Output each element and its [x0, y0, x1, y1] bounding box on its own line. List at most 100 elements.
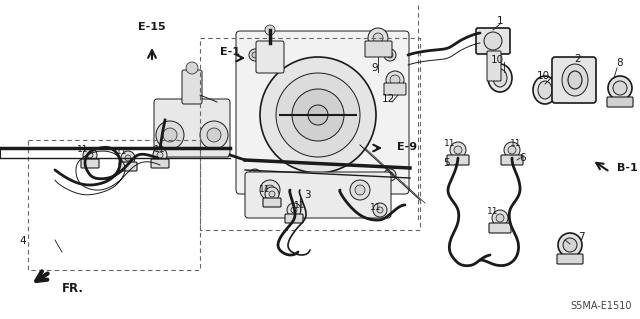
Circle shape: [163, 128, 177, 142]
Text: 11: 11: [154, 145, 166, 153]
Text: 11: 11: [510, 138, 522, 147]
Circle shape: [450, 142, 466, 158]
Circle shape: [613, 81, 627, 95]
Text: 11: 11: [77, 145, 89, 153]
Text: 6: 6: [520, 153, 526, 163]
FancyBboxPatch shape: [384, 83, 406, 95]
FancyBboxPatch shape: [501, 155, 523, 165]
Ellipse shape: [488, 64, 512, 92]
Circle shape: [265, 187, 279, 201]
Circle shape: [387, 172, 393, 178]
FancyBboxPatch shape: [607, 97, 633, 107]
Circle shape: [373, 33, 383, 43]
Text: 9: 9: [372, 63, 378, 73]
Text: 10: 10: [536, 71, 550, 81]
Text: 10: 10: [490, 55, 504, 65]
Circle shape: [308, 105, 328, 125]
Circle shape: [508, 146, 516, 154]
Circle shape: [373, 203, 387, 217]
Circle shape: [355, 185, 365, 195]
Text: 12: 12: [381, 94, 395, 104]
Circle shape: [87, 152, 93, 158]
Circle shape: [377, 207, 383, 213]
Circle shape: [558, 233, 582, 257]
Circle shape: [368, 28, 388, 48]
FancyBboxPatch shape: [489, 223, 511, 233]
Circle shape: [207, 128, 221, 142]
Ellipse shape: [493, 69, 507, 87]
Circle shape: [291, 207, 297, 213]
Circle shape: [492, 210, 508, 226]
FancyBboxPatch shape: [151, 159, 169, 168]
Circle shape: [249, 169, 261, 181]
Circle shape: [387, 52, 393, 58]
Text: B-1: B-1: [617, 163, 637, 173]
Circle shape: [386, 71, 404, 89]
Circle shape: [390, 75, 400, 85]
FancyBboxPatch shape: [119, 162, 137, 171]
Circle shape: [384, 49, 396, 61]
Circle shape: [157, 152, 163, 158]
Text: 11: 11: [294, 201, 306, 210]
Text: E-1: E-1: [220, 47, 240, 57]
Circle shape: [454, 146, 462, 154]
Circle shape: [269, 191, 275, 197]
FancyBboxPatch shape: [182, 70, 202, 104]
Circle shape: [265, 25, 275, 35]
FancyBboxPatch shape: [245, 172, 391, 218]
Circle shape: [287, 203, 301, 217]
Text: 3: 3: [304, 190, 310, 200]
Circle shape: [125, 155, 131, 161]
FancyBboxPatch shape: [447, 155, 469, 165]
FancyBboxPatch shape: [81, 159, 99, 168]
FancyBboxPatch shape: [154, 99, 230, 157]
Text: 11: 11: [371, 203, 381, 211]
Text: 11: 11: [116, 147, 128, 157]
Circle shape: [249, 49, 261, 61]
Circle shape: [292, 89, 344, 141]
Circle shape: [200, 121, 228, 149]
Circle shape: [83, 148, 97, 162]
Text: 1: 1: [497, 16, 503, 26]
Circle shape: [276, 73, 360, 157]
Circle shape: [608, 76, 632, 100]
FancyBboxPatch shape: [236, 31, 409, 194]
Circle shape: [260, 180, 280, 200]
FancyBboxPatch shape: [263, 198, 281, 207]
Circle shape: [252, 172, 258, 178]
Circle shape: [153, 148, 167, 162]
Circle shape: [350, 180, 370, 200]
FancyBboxPatch shape: [476, 28, 510, 54]
Circle shape: [496, 214, 504, 222]
Text: 4: 4: [20, 236, 26, 246]
Text: S5MA-E1510: S5MA-E1510: [570, 301, 632, 311]
Text: E-9: E-9: [397, 142, 417, 152]
Circle shape: [563, 238, 577, 252]
FancyBboxPatch shape: [285, 214, 303, 223]
Ellipse shape: [538, 81, 552, 99]
Text: 11: 11: [487, 207, 499, 217]
Text: 5: 5: [443, 158, 449, 168]
Text: 11: 11: [259, 186, 271, 195]
Text: 7: 7: [578, 232, 584, 242]
Circle shape: [186, 62, 198, 74]
Circle shape: [265, 185, 275, 195]
FancyBboxPatch shape: [552, 57, 596, 103]
Ellipse shape: [533, 76, 557, 104]
Text: FR.: FR.: [62, 281, 84, 294]
Circle shape: [504, 142, 520, 158]
Ellipse shape: [562, 64, 588, 96]
Text: 11: 11: [444, 138, 456, 147]
Ellipse shape: [568, 71, 582, 89]
FancyBboxPatch shape: [365, 41, 392, 57]
Circle shape: [484, 32, 502, 50]
Circle shape: [121, 151, 135, 165]
Circle shape: [156, 121, 184, 149]
Circle shape: [252, 52, 258, 58]
FancyBboxPatch shape: [256, 41, 284, 73]
Text: 8: 8: [617, 58, 623, 68]
Circle shape: [260, 57, 376, 173]
Text: E-15: E-15: [138, 22, 166, 32]
FancyBboxPatch shape: [557, 254, 583, 264]
Text: 2: 2: [575, 54, 581, 64]
